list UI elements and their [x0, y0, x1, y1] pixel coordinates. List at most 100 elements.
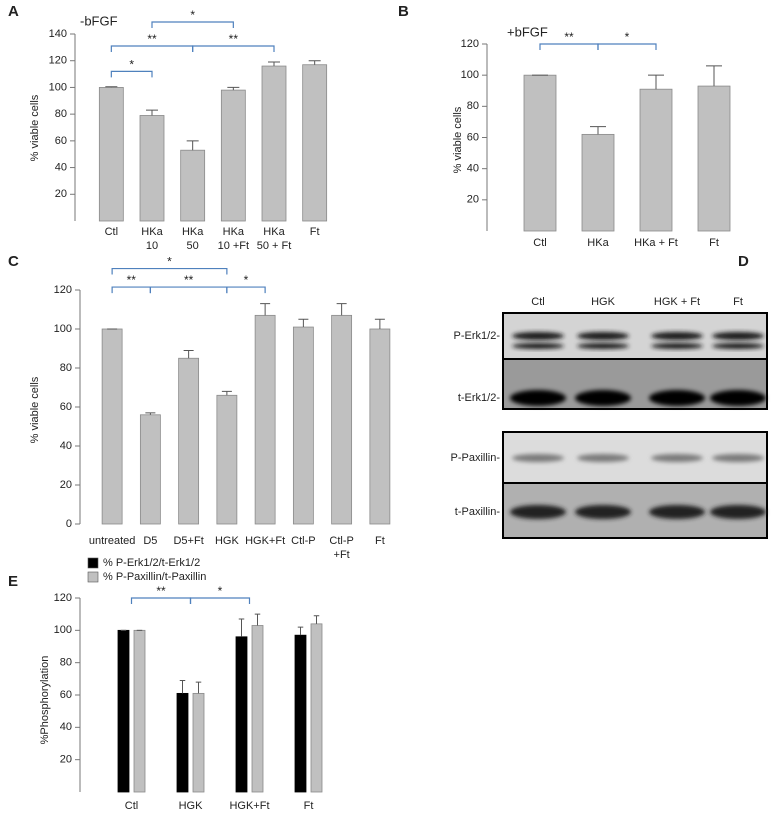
bar — [292, 326, 314, 525]
y-tick-label: 40 — [60, 440, 72, 452]
row-label: P-Erk1/2- — [454, 330, 501, 342]
y-tick-label: 80 — [55, 108, 67, 120]
y-tick-label: 20 — [467, 194, 479, 206]
y-tick-label: 120 — [54, 592, 72, 604]
y-tick-label: 60 — [60, 401, 72, 413]
error-bar — [706, 65, 722, 87]
y-tick-label: 60 — [60, 689, 72, 701]
x-tick-label: 10 — [146, 240, 158, 252]
x-tick-label: Ctl — [105, 226, 118, 238]
blot-band — [512, 454, 564, 462]
y-tick-label: 120 — [461, 38, 479, 50]
significance-bracket — [149, 286, 228, 294]
y-tick-label: 20 — [60, 479, 72, 491]
chart-title: -bFGF — [80, 13, 118, 28]
significance-bracket — [226, 286, 266, 294]
bar — [331, 314, 353, 525]
x-tick-label: HGK — [179, 800, 204, 812]
significance-bracket — [110, 45, 194, 53]
panel-letter: E — [8, 573, 18, 590]
y-axis-label: %Phosphorylation — [39, 656, 51, 745]
significance-bracket — [110, 70, 153, 78]
y-tick-label: 20 — [60, 754, 72, 766]
error-bar — [183, 349, 194, 359]
y-tick-label: 100 — [49, 81, 67, 93]
error-bar — [313, 615, 320, 624]
blot-band — [649, 390, 705, 406]
x-tick-label: HGK+Ft — [229, 800, 269, 812]
panel-letter: C — [8, 253, 19, 270]
significance-label: * — [129, 58, 134, 72]
x-tick-label: Ft — [304, 800, 314, 812]
x-tick-label: Ctl-P — [329, 535, 353, 547]
bar — [302, 64, 328, 222]
error-bar — [179, 679, 186, 694]
lane-label: Ft — [733, 296, 743, 308]
significance-label: ** — [229, 32, 239, 46]
bar — [254, 314, 276, 525]
bar — [176, 692, 189, 793]
blot-band — [712, 332, 764, 340]
significance-label: * — [218, 584, 223, 598]
bar — [117, 629, 130, 793]
x-tick-label: HGK — [215, 535, 240, 547]
significance-bracket — [192, 45, 275, 53]
x-tick-label: 50 + Ft — [257, 240, 292, 252]
significance-bracket — [151, 21, 234, 28]
blot-band — [577, 454, 629, 462]
x-tick-label: HKa — [141, 226, 163, 238]
panel-letter: B — [398, 3, 409, 20]
chart-title: +bFGF — [507, 24, 548, 39]
x-tick-label: HKa — [223, 226, 245, 238]
y-tick-label: 80 — [60, 362, 72, 374]
x-tick-label: Ft — [375, 535, 385, 547]
blot-band — [512, 343, 564, 349]
blot-band — [577, 332, 629, 340]
blot-band — [575, 505, 631, 519]
x-tick-label: +Ft — [334, 549, 350, 561]
legend-label: % P-Paxillin/t-Paxillin — [103, 571, 206, 583]
blot-band — [577, 343, 629, 349]
bar — [178, 357, 200, 525]
significance-label: ** — [156, 584, 166, 598]
bar — [235, 636, 248, 793]
blot-frame — [502, 312, 768, 410]
y-tick-label: 100 — [54, 624, 72, 636]
x-tick-label: untreated — [89, 535, 135, 547]
significance-label: ** — [564, 30, 574, 44]
x-tick-label: 50 — [187, 240, 199, 252]
error-bar — [254, 613, 261, 626]
x-tick-label: 10 +Ft — [218, 240, 250, 252]
bar — [261, 65, 287, 222]
bar — [133, 629, 146, 793]
error-bar — [186, 140, 199, 151]
y-tick-label: 120 — [54, 284, 72, 296]
error-bar — [238, 618, 245, 637]
significance-bracket — [111, 267, 228, 275]
y-tick-label: 20 — [55, 188, 67, 200]
lane-label: HGK — [591, 296, 616, 308]
bar — [220, 89, 246, 222]
x-tick-label: Ctl — [125, 800, 138, 812]
legend-label: % P-Erk1/2/t-Erk1/2 — [103, 557, 200, 569]
y-tick-label: 140 — [49, 28, 67, 40]
blot-frame — [502, 431, 768, 539]
significance-label: * — [167, 255, 172, 269]
bar — [139, 414, 161, 525]
y-tick-label: 40 — [60, 721, 72, 733]
error-bar — [648, 74, 664, 90]
error-bar — [145, 412, 156, 415]
blot-band — [510, 390, 566, 406]
y-axis-label: % viable cells — [29, 94, 41, 161]
error-bar — [227, 86, 240, 91]
error-bar — [297, 626, 304, 636]
western-blot — [502, 312, 768, 539]
legend-swatch — [87, 571, 99, 583]
x-tick-label: Ft — [709, 237, 719, 249]
bar — [251, 625, 264, 793]
y-tick-label: 0 — [66, 518, 72, 530]
significance-label: * — [244, 273, 249, 287]
x-tick-label: Ctl — [533, 237, 546, 249]
y-tick-label: 60 — [467, 131, 479, 143]
